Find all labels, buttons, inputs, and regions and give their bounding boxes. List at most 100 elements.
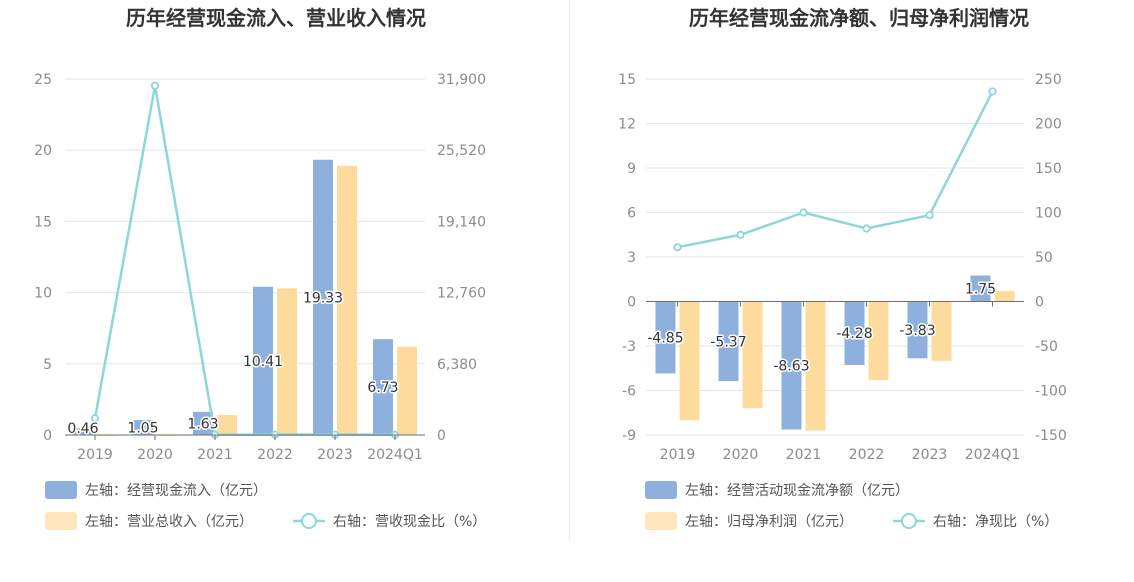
y-tick-left: 20 — [34, 143, 52, 159]
y-tick-left: -9 — [622, 428, 636, 444]
bar-cash-inflow — [373, 339, 393, 435]
x-tick-label: 2022 — [257, 447, 293, 463]
bar-net-profit — [868, 301, 889, 381]
y-tick-right: 100 — [1035, 206, 1062, 222]
bar-net-cash-flow — [970, 275, 991, 302]
bar-revenue — [397, 346, 417, 435]
y-tick-right: -150 — [1035, 428, 1067, 444]
bar-cash-inflow — [133, 420, 153, 435]
x-tick-label: 2020 — [723, 447, 759, 463]
y-tick-right: 250 — [1035, 72, 1062, 88]
y-tick-left: 15 — [34, 214, 52, 230]
y-tick-left: 15 — [618, 72, 636, 88]
y-tick-right: 50 — [1035, 250, 1053, 266]
bar-net-profit — [931, 301, 952, 361]
legend-label: 左轴：归母净利润（亿元） — [685, 513, 853, 530]
x-tick-label: 2023 — [317, 447, 353, 463]
legend-label: 左轴：经营活动现金流净额（亿元） — [685, 483, 909, 499]
x-tick-label: 2021 — [197, 447, 233, 463]
y-tick-left: 3 — [627, 250, 636, 266]
bar-revenue — [277, 288, 297, 435]
legend-line-marker — [901, 513, 917, 529]
line-point — [862, 224, 871, 233]
line-point — [736, 230, 745, 239]
y-tick-right: 0 — [437, 428, 446, 444]
line-series — [677, 90, 994, 249]
bar-net-cash-flow — [844, 301, 865, 365]
bar-net-cash-flow — [655, 301, 676, 374]
data-label: 1.75 — [965, 282, 996, 298]
chart-title: 历年经营现金流净额、归母净利润情况 — [689, 6, 1029, 30]
line-point — [799, 208, 808, 217]
y-tick-right: 6,380 — [437, 357, 477, 373]
chart-cash-inflow-revenue: 历年经营现金流入、营业收入情况 0.46 1.05 1.63 10.41 19.33 6.… — [34, 6, 486, 530]
data-label: 10.41 — [243, 354, 283, 370]
line-point — [150, 81, 160, 90]
legend-swatch — [45, 481, 77, 499]
x-tick-label: 2022 — [849, 447, 885, 463]
legend-line-marker — [301, 513, 317, 529]
y-tick-left: 10 — [34, 286, 52, 302]
y-tick-right: 200 — [1035, 117, 1062, 133]
x-tick-label: 2021 — [786, 447, 822, 463]
data-label: 0.46 — [67, 421, 98, 437]
data-label: -3.83 — [899, 323, 935, 339]
y-tick-right: 12,760 — [437, 286, 486, 302]
y-tick-left: -3 — [622, 339, 636, 355]
y-tick-right: 150 — [1035, 161, 1062, 177]
y-tick-left: 5 — [43, 357, 52, 373]
data-label: -4.85 — [647, 330, 683, 346]
y-tick-right: 25,520 — [437, 143, 486, 159]
data-label: 6.73 — [367, 380, 398, 396]
chart-net-cash-profit: 历年经营现金流净额、归母净利润情况 -4.85 -5.37 -8.63 -4.28 -3… — [618, 6, 1067, 530]
bar-net-cash-flow — [718, 301, 739, 382]
x-tick-label: 2023 — [912, 447, 948, 463]
line-point — [90, 414, 100, 423]
legend-swatch — [45, 512, 77, 530]
data-label: -4.28 — [836, 326, 872, 342]
x-tick-label: 2019 — [77, 447, 113, 463]
legend-label: 左轴：经营现金流入（亿元） — [85, 483, 267, 499]
y-tick-right: 0 — [1035, 295, 1044, 311]
legend-swatch — [645, 512, 677, 530]
bar-cash-inflow — [253, 286, 273, 435]
y-tick-left: 9 — [627, 161, 636, 177]
x-tick-label: 2020 — [137, 447, 173, 463]
bar-cash-inflow — [193, 411, 213, 435]
x-tick-label: 2024Q1 — [965, 447, 1021, 463]
data-label: 1.63 — [187, 416, 218, 432]
y-tick-left: -6 — [622, 384, 636, 400]
bar-net-cash-flow — [781, 301, 802, 430]
x-tick-label: 2024Q1 — [367, 447, 423, 463]
data-label: -5.37 — [710, 334, 746, 350]
legend-label: 右轴：净现比（%） — [933, 514, 1058, 530]
legend-label: 右轴：营收现金比（%） — [333, 514, 486, 530]
bar-revenue — [337, 165, 357, 435]
line-point — [925, 211, 934, 220]
data-label: 19.33 — [303, 290, 343, 306]
y-tick-right: 19,140 — [437, 214, 486, 230]
x-tick-label: 2019 — [660, 447, 696, 463]
legend-label: 左轴：营业总收入（亿元） — [85, 514, 253, 530]
bar-net-profit — [679, 301, 700, 421]
line-point — [673, 243, 682, 252]
y-tick-left: 25 — [34, 72, 52, 88]
bar-net-cash-flow — [907, 301, 928, 359]
bar-cash-inflow — [313, 159, 333, 436]
data-label: 1.05 — [127, 421, 158, 437]
y-tick-left: 12 — [618, 117, 636, 133]
y-tick-right: -50 — [1035, 339, 1058, 355]
y-tick-left: 0 — [43, 428, 52, 444]
bar-net-profit — [994, 291, 1015, 302]
bar-net-profit — [805, 301, 826, 431]
y-tick-right: -100 — [1035, 384, 1067, 400]
bar-revenue — [217, 415, 237, 435]
y-tick-right: 31,900 — [437, 72, 486, 88]
bar-net-profit — [742, 301, 763, 409]
chart-title: 历年经营现金流入、营业收入情况 — [126, 6, 426, 30]
data-label: -8.63 — [773, 359, 809, 375]
legend-swatch — [645, 481, 677, 499]
y-tick-left: 0 — [627, 295, 636, 311]
y-tick-left: 6 — [627, 206, 636, 222]
